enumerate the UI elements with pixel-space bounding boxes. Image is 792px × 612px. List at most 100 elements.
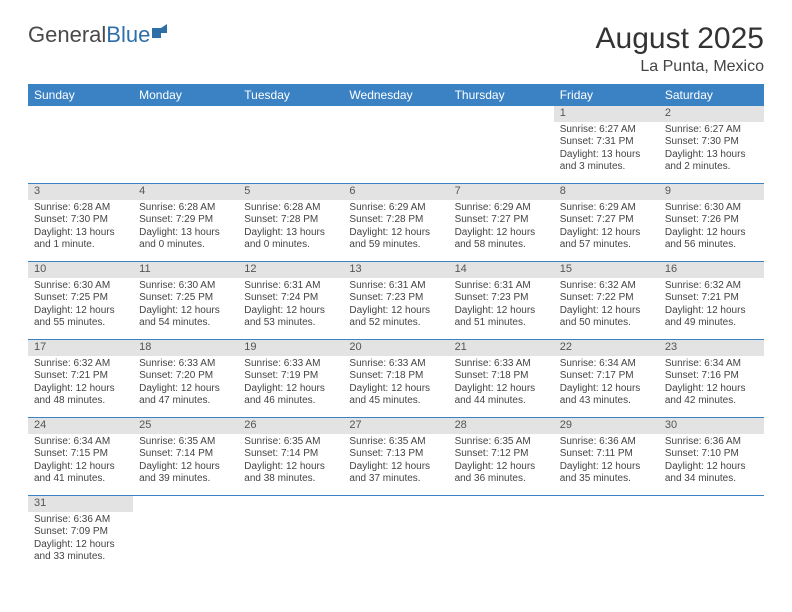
calendar-cell [133, 496, 238, 574]
daylight-text: Daylight: 12 hours and 48 minutes. [34, 383, 127, 408]
daylight-text: Daylight: 12 hours and 36 minutes. [455, 461, 548, 486]
calendar-cell: 5Sunrise: 6:28 AMSunset: 7:28 PMDaylight… [238, 184, 343, 262]
calendar-cell: 7Sunrise: 6:29 AMSunset: 7:27 PMDaylight… [449, 184, 554, 262]
calendar-cell: 10Sunrise: 6:30 AMSunset: 7:25 PMDayligh… [28, 262, 133, 340]
day-body: Sunrise: 6:30 AMSunset: 7:25 PMDaylight:… [28, 278, 133, 330]
day-header: Sunday [28, 84, 133, 106]
day-body: Sunrise: 6:34 AMSunset: 7:16 PMDaylight:… [659, 356, 764, 408]
calendar-cell [659, 496, 764, 574]
day-number: 23 [659, 340, 764, 356]
calendar-week: 24Sunrise: 6:34 AMSunset: 7:15 PMDayligh… [28, 418, 764, 496]
calendar-cell: 1Sunrise: 6:27 AMSunset: 7:31 PMDaylight… [554, 106, 659, 184]
daylight-text: Daylight: 12 hours and 37 minutes. [349, 461, 442, 486]
day-body: Sunrise: 6:33 AMSunset: 7:20 PMDaylight:… [133, 356, 238, 408]
title-block: August 2025 La Punta, Mexico [596, 22, 764, 76]
day-number: 6 [343, 184, 448, 200]
day-body: Sunrise: 6:31 AMSunset: 7:24 PMDaylight:… [238, 278, 343, 330]
sunset-text: Sunset: 7:20 PM [139, 370, 232, 383]
sunrise-text: Sunrise: 6:33 AM [455, 358, 548, 371]
day-number: 1 [554, 106, 659, 122]
daylight-text: Daylight: 12 hours and 49 minutes. [665, 305, 758, 330]
sunset-text: Sunset: 7:28 PM [349, 214, 442, 227]
day-number: 20 [343, 340, 448, 356]
day-number: 24 [28, 418, 133, 434]
sunset-text: Sunset: 7:13 PM [349, 448, 442, 461]
day-body: Sunrise: 6:28 AMSunset: 7:30 PMDaylight:… [28, 200, 133, 252]
sunrise-text: Sunrise: 6:31 AM [244, 280, 337, 293]
day-body: Sunrise: 6:35 AMSunset: 7:14 PMDaylight:… [238, 434, 343, 486]
day-number: 8 [554, 184, 659, 200]
sunset-text: Sunset: 7:28 PM [244, 214, 337, 227]
sunset-text: Sunset: 7:19 PM [244, 370, 337, 383]
sunset-text: Sunset: 7:21 PM [34, 370, 127, 383]
daylight-text: Daylight: 12 hours and 41 minutes. [34, 461, 127, 486]
day-body: Sunrise: 6:35 AMSunset: 7:13 PMDaylight:… [343, 434, 448, 486]
calendar-cell: 19Sunrise: 6:33 AMSunset: 7:19 PMDayligh… [238, 340, 343, 418]
calendar-cell: 31Sunrise: 6:36 AMSunset: 7:09 PMDayligh… [28, 496, 133, 574]
day-number: 10 [28, 262, 133, 278]
calendar-cell [449, 496, 554, 574]
sunrise-text: Sunrise: 6:36 AM [665, 436, 758, 449]
calendar-week: 17Sunrise: 6:32 AMSunset: 7:21 PMDayligh… [28, 340, 764, 418]
day-number: 31 [28, 496, 133, 512]
sunrise-text: Sunrise: 6:34 AM [665, 358, 758, 371]
calendar-cell: 8Sunrise: 6:29 AMSunset: 7:27 PMDaylight… [554, 184, 659, 262]
day-header: Friday [554, 84, 659, 106]
calendar-cell: 22Sunrise: 6:34 AMSunset: 7:17 PMDayligh… [554, 340, 659, 418]
sunset-text: Sunset: 7:26 PM [665, 214, 758, 227]
sunrise-text: Sunrise: 6:35 AM [244, 436, 337, 449]
day-body: Sunrise: 6:29 AMSunset: 7:28 PMDaylight:… [343, 200, 448, 252]
day-body: Sunrise: 6:28 AMSunset: 7:28 PMDaylight:… [238, 200, 343, 252]
sunrise-text: Sunrise: 6:33 AM [349, 358, 442, 371]
sunrise-text: Sunrise: 6:33 AM [139, 358, 232, 371]
day-number: 16 [659, 262, 764, 278]
sunrise-text: Sunrise: 6:34 AM [34, 436, 127, 449]
month-title: August 2025 [596, 22, 764, 56]
sunrise-text: Sunrise: 6:28 AM [34, 202, 127, 215]
sunset-text: Sunset: 7:27 PM [560, 214, 653, 227]
sunrise-text: Sunrise: 6:29 AM [349, 202, 442, 215]
day-number: 21 [449, 340, 554, 356]
sunset-text: Sunset: 7:16 PM [665, 370, 758, 383]
sunset-text: Sunset: 7:18 PM [349, 370, 442, 383]
sunset-text: Sunset: 7:25 PM [139, 292, 232, 305]
sunrise-text: Sunrise: 6:27 AM [665, 124, 758, 137]
calendar-table: SundayMondayTuesdayWednesdayThursdayFrid… [28, 84, 764, 574]
calendar-cell [238, 496, 343, 574]
calendar-cell [238, 106, 343, 184]
sunrise-text: Sunrise: 6:29 AM [560, 202, 653, 215]
sunset-text: Sunset: 7:11 PM [560, 448, 653, 461]
day-number: 30 [659, 418, 764, 434]
calendar-cell: 12Sunrise: 6:31 AMSunset: 7:24 PMDayligh… [238, 262, 343, 340]
day-body: Sunrise: 6:35 AMSunset: 7:12 PMDaylight:… [449, 434, 554, 486]
sunrise-text: Sunrise: 6:31 AM [455, 280, 548, 293]
daylight-text: Daylight: 12 hours and 56 minutes. [665, 227, 758, 252]
day-number: 28 [449, 418, 554, 434]
sunset-text: Sunset: 7:17 PM [560, 370, 653, 383]
calendar-week: 10Sunrise: 6:30 AMSunset: 7:25 PMDayligh… [28, 262, 764, 340]
daylight-text: Daylight: 12 hours and 39 minutes. [139, 461, 232, 486]
daylight-text: Daylight: 12 hours and 34 minutes. [665, 461, 758, 486]
daylight-text: Daylight: 12 hours and 33 minutes. [34, 539, 127, 564]
daylight-text: Daylight: 12 hours and 35 minutes. [560, 461, 653, 486]
calendar-body: 1Sunrise: 6:27 AMSunset: 7:31 PMDaylight… [28, 106, 764, 574]
day-number: 25 [133, 418, 238, 434]
sunrise-text: Sunrise: 6:30 AM [665, 202, 758, 215]
day-number: 27 [343, 418, 448, 434]
calendar-cell: 28Sunrise: 6:35 AMSunset: 7:12 PMDayligh… [449, 418, 554, 496]
calendar-cell: 4Sunrise: 6:28 AMSunset: 7:29 PMDaylight… [133, 184, 238, 262]
calendar-cell: 21Sunrise: 6:33 AMSunset: 7:18 PMDayligh… [449, 340, 554, 418]
sunrise-text: Sunrise: 6:35 AM [349, 436, 442, 449]
sunset-text: Sunset: 7:30 PM [34, 214, 127, 227]
daylight-text: Daylight: 12 hours and 54 minutes. [139, 305, 232, 330]
daylight-text: Daylight: 12 hours and 51 minutes. [455, 305, 548, 330]
calendar-cell: 16Sunrise: 6:32 AMSunset: 7:21 PMDayligh… [659, 262, 764, 340]
sunset-text: Sunset: 7:29 PM [139, 214, 232, 227]
day-body: Sunrise: 6:31 AMSunset: 7:23 PMDaylight:… [343, 278, 448, 330]
day-number: 9 [659, 184, 764, 200]
daylight-text: Daylight: 12 hours and 43 minutes. [560, 383, 653, 408]
sunrise-text: Sunrise: 6:36 AM [560, 436, 653, 449]
daylight-text: Daylight: 12 hours and 42 minutes. [665, 383, 758, 408]
day-body: Sunrise: 6:31 AMSunset: 7:23 PMDaylight:… [449, 278, 554, 330]
day-number: 15 [554, 262, 659, 278]
